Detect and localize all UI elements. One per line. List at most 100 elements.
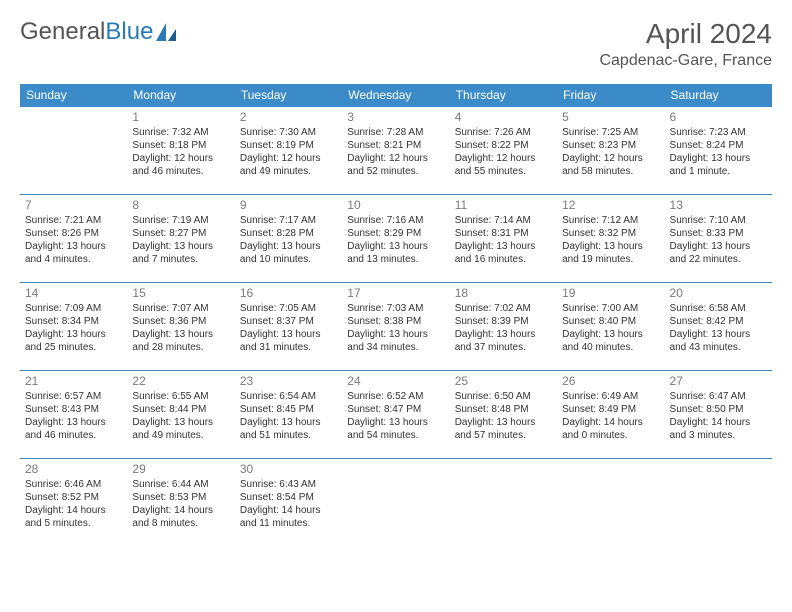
calendar-week: 28 Sunrise: 6:46 AMSunset: 8:52 PMDayligh… (20, 459, 772, 547)
day-info: Sunrise: 7:02 AMSunset: 8:39 PMDaylight:… (455, 302, 552, 354)
day-number: 17 (347, 286, 444, 300)
calendar-week: 7 Sunrise: 7:21 AMSunset: 8:26 PMDaylight… (20, 195, 772, 283)
calendar-cell: 5 Sunrise: 7:25 AMSunset: 8:23 PMDaylight… (557, 107, 664, 195)
day-info: Sunrise: 7:03 AMSunset: 8:38 PMDaylight:… (347, 302, 444, 354)
calendar-cell: 20Sunrise: 6:58 AMSunset: 8:42 PMDayligh… (665, 283, 772, 371)
calendar-cell: 17 Sunrise: 7:03 AMSunset: 8:38 PMDayligh… (342, 283, 449, 371)
calendar-cell: 1Sunrise: 7:32 AMSunset: 8:18 PMDaylight… (127, 107, 234, 195)
calendar-week: 1Sunrise: 7:32 AMSunset: 8:18 PMDaylight… (20, 107, 772, 195)
logo-text-1: General (20, 18, 105, 46)
day-number: 9 (240, 198, 337, 212)
day-number: 18 (455, 286, 552, 300)
day-number: 4 (455, 110, 552, 124)
calendar-body: 1Sunrise: 7:32 AMSunset: 8:18 PMDaylight… (20, 107, 772, 547)
calendar-cell (665, 459, 772, 547)
day-info: Sunrise: 7:28 AMSunset: 8:21 PMDaylight:… (347, 126, 444, 178)
calendar-cell: 24Sunrise: 6:52 AMSunset: 8:47 PMDayligh… (342, 371, 449, 459)
day-info: Sunrise: 7:26 AMSunset: 8:22 PMDaylight:… (455, 126, 552, 178)
day-number: 24 (347, 374, 444, 388)
day-info: Sunrise: 6:49 AMSunset: 8:49 PMDaylight:… (562, 390, 659, 442)
day-info: Sunrise: 7:09 AMSunset: 8:34 PMDaylight:… (25, 302, 122, 354)
day-number: 2 (240, 110, 337, 124)
calendar-week: 21 Sunrise: 6:57 AMSunset: 8:43 PMDayligh… (20, 371, 772, 459)
day-number: 25 (455, 374, 552, 388)
calendar-cell: 30 Sunrise: 6:43 AMSunset: 8:54 PMDayligh… (235, 459, 342, 547)
col-fri: Friday (557, 84, 664, 107)
calendar-cell: 26 Sunrise: 6:49 AMSunset: 8:49 PMDayligh… (557, 371, 664, 459)
calendar-cell (342, 459, 449, 547)
day-number: 26 (562, 374, 659, 388)
calendar-cell: 25 Sunrise: 6:50 AMSunset: 8:48 PMDayligh… (450, 371, 557, 459)
day-info: Sunrise: 7:10 AMSunset: 8:33 PMDaylight:… (670, 214, 767, 266)
day-number: 10 (347, 198, 444, 212)
calendar-cell: 3 Sunrise: 7:28 AMSunset: 8:21 PMDaylight… (342, 107, 449, 195)
calendar-cell: 18 Sunrise: 7:02 AMSunset: 8:39 PMDayligh… (450, 283, 557, 371)
day-number: 1 (132, 110, 229, 124)
calendar-cell: 22 Sunrise: 6:55 AMSunset: 8:44 PMDayligh… (127, 371, 234, 459)
calendar-cell: 21 Sunrise: 6:57 AMSunset: 8:43 PMDayligh… (20, 371, 127, 459)
day-number: 5 (562, 110, 659, 124)
day-number: 30 (240, 462, 337, 476)
day-number: 28 (25, 462, 122, 476)
calendar-cell (450, 459, 557, 547)
col-sat: Saturday (665, 84, 772, 107)
day-number: 11 (455, 198, 552, 212)
calendar-cell: 6Sunrise: 7:23 AMSunset: 8:24 PMDaylight… (665, 107, 772, 195)
day-number: 21 (25, 374, 122, 388)
calendar-cell (20, 107, 127, 195)
calendar-cell: 2 Sunrise: 7:30 AMSunset: 8:19 PMDaylight… (235, 107, 342, 195)
day-number: 27 (670, 374, 767, 388)
day-number: 3 (347, 110, 444, 124)
day-info: Sunrise: 6:47 AMSunset: 8:50 PMDaylight:… (670, 390, 767, 442)
sail-icon (156, 23, 178, 43)
header: GeneralBlue April 2024 Capdenac-Gare, Fr… (20, 18, 772, 70)
day-number: 8 (132, 198, 229, 212)
calendar-cell: 7 Sunrise: 7:21 AMSunset: 8:26 PMDaylight… (20, 195, 127, 283)
day-number: 14 (25, 286, 122, 300)
col-tue: Tuesday (235, 84, 342, 107)
calendar-cell: 10 Sunrise: 7:16 AMSunset: 8:29 PMDayligh… (342, 195, 449, 283)
day-info: Sunrise: 6:44 AMSunset: 8:53 PMDaylight:… (132, 478, 229, 530)
calendar-cell: 13 Sunrise: 7:10 AMSunset: 8:33 PMDayligh… (665, 195, 772, 283)
day-number: 23 (240, 374, 337, 388)
day-header-row: Sunday Monday Tuesday Wednesday Thursday… (20, 84, 772, 107)
month-title: April 2024 (599, 18, 772, 50)
day-number: 19 (562, 286, 659, 300)
location: Capdenac-Gare, France (599, 52, 772, 70)
day-number: 13 (670, 198, 767, 212)
day-info: Sunrise: 6:55 AMSunset: 8:44 PMDaylight:… (132, 390, 229, 442)
calendar-cell: 12Sunrise: 7:12 AMSunset: 8:32 PMDayligh… (557, 195, 664, 283)
col-mon: Monday (127, 84, 234, 107)
day-info: Sunrise: 7:16 AMSunset: 8:29 PMDaylight:… (347, 214, 444, 266)
logo: GeneralBlue (20, 18, 178, 46)
calendar-cell: 19Sunrise: 7:00 AMSunset: 8:40 PMDayligh… (557, 283, 664, 371)
day-number: 22 (132, 374, 229, 388)
calendar-cell: 27 Sunrise: 6:47 AMSunset: 8:50 PMDayligh… (665, 371, 772, 459)
day-info: Sunrise: 7:25 AMSunset: 8:23 PMDaylight:… (562, 126, 659, 178)
day-number: 16 (240, 286, 337, 300)
day-info: Sunrise: 7:23 AMSunset: 8:24 PMDaylight:… (670, 126, 767, 178)
calendar-cell: 11 Sunrise: 7:14 AMSunset: 8:31 PMDayligh… (450, 195, 557, 283)
day-info: Sunrise: 6:50 AMSunset: 8:48 PMDaylight:… (455, 390, 552, 442)
day-info: Sunrise: 6:58 AMSunset: 8:42 PMDaylight:… (670, 302, 767, 354)
calendar-cell: 4 Sunrise: 7:26 AMSunset: 8:22 PMDaylight… (450, 107, 557, 195)
calendar-cell: 28 Sunrise: 6:46 AMSunset: 8:52 PMDayligh… (20, 459, 127, 547)
day-info: Sunrise: 6:54 AMSunset: 8:45 PMDaylight:… (240, 390, 337, 442)
col-thu: Thursday (450, 84, 557, 107)
day-info: Sunrise: 7:30 AMSunset: 8:19 PMDaylight:… (240, 126, 337, 178)
day-info: Sunrise: 7:17 AMSunset: 8:28 PMDaylight:… (240, 214, 337, 266)
day-info: Sunrise: 7:07 AMSunset: 8:36 PMDaylight:… (132, 302, 229, 354)
day-info: Sunrise: 7:14 AMSunset: 8:31 PMDaylight:… (455, 214, 552, 266)
calendar-cell: 23 Sunrise: 6:54 AMSunset: 8:45 PMDayligh… (235, 371, 342, 459)
calendar-cell: 8Sunrise: 7:19 AMSunset: 8:27 PMDaylight… (127, 195, 234, 283)
day-info: Sunrise: 6:43 AMSunset: 8:54 PMDaylight:… (240, 478, 337, 530)
day-info: Sunrise: 7:21 AMSunset: 8:26 PMDaylight:… (25, 214, 122, 266)
day-number: 7 (25, 198, 122, 212)
calendar-cell: 16 Sunrise: 7:05 AMSunset: 8:37 PMDayligh… (235, 283, 342, 371)
day-info: Sunrise: 7:05 AMSunset: 8:37 PMDaylight:… (240, 302, 337, 354)
day-info: Sunrise: 6:46 AMSunset: 8:52 PMDaylight:… (25, 478, 122, 530)
col-wed: Wednesday (342, 84, 449, 107)
day-info: Sunrise: 7:12 AMSunset: 8:32 PMDaylight:… (562, 214, 659, 266)
calendar-week: 14 Sunrise: 7:09 AMSunset: 8:34 PMDayligh… (20, 283, 772, 371)
day-info: Sunrise: 6:57 AMSunset: 8:43 PMDaylight:… (25, 390, 122, 442)
